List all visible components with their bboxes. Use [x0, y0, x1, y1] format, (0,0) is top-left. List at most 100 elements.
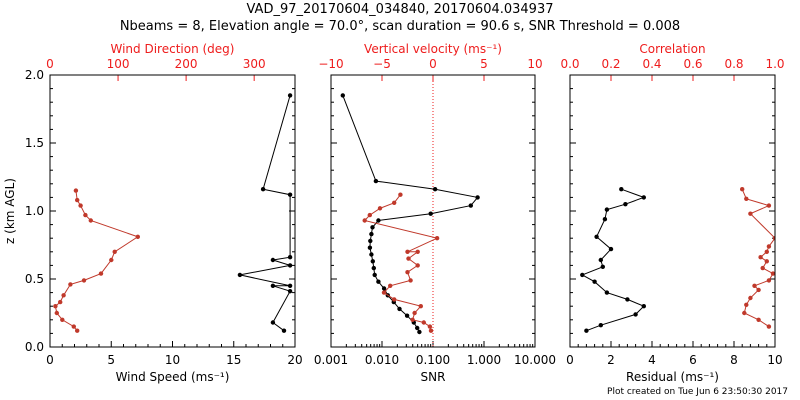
top-axis-title: Vertical velocity (ms⁻¹): [364, 42, 502, 56]
panel-snr: 0.001 0.010 0.100 1.000 10.000 SNR −10 −5 0 5 10 Ve…: [314, 42, 556, 384]
x-tick-label: 10: [165, 353, 180, 367]
red-data-point: [756, 287, 761, 293]
red-data-point: [748, 295, 753, 301]
red-data-point: [427, 324, 433, 329]
black-data-point: [594, 234, 599, 239]
figure-subtitle: Nbeams = 8, Elevation angle = 70.0°, sca…: [119, 19, 681, 34]
black-data-point: [287, 263, 293, 268]
black-data-point: [370, 225, 375, 230]
plot-created-note: Plot created on Tue Jun 6 23:50:30 2017: [607, 387, 788, 397]
red-data-point: [766, 324, 772, 329]
black-data-point: [633, 312, 638, 317]
black-data-point: [584, 328, 589, 333]
series-group: [580, 187, 775, 333]
red-data-point: [406, 256, 411, 261]
black-data-point: [381, 286, 387, 291]
y-tick-label: 1.0: [25, 204, 44, 218]
black-data-point: [602, 217, 608, 222]
x-tick-label: 10.000: [514, 353, 556, 367]
red-data-point: [770, 271, 775, 276]
panel-wind: 0 5 10 15 20 Wind Speed (ms⁻¹) 0 100 200 300 Wind …: [3, 42, 303, 384]
x-tick-label: 0.001: [314, 353, 348, 367]
x-tick-label: 0: [46, 353, 54, 367]
red-data-point: [135, 234, 140, 239]
red-data-point: [760, 265, 765, 271]
red-data-point: [742, 310, 747, 316]
black-data-point: [619, 187, 624, 192]
top-tick-label: 300: [243, 57, 266, 71]
red-data-point: [418, 304, 423, 309]
top-axis-title: Wind Direction (deg): [111, 42, 235, 56]
figure-title: VAD_97_20170604_034840, 20170604.034937: [246, 2, 554, 17]
black-data-point: [415, 325, 420, 331]
red-data-point: [434, 236, 440, 241]
red-data-point: [78, 203, 83, 208]
black-data-point: [376, 279, 381, 284]
x-tick-label: 20: [287, 353, 302, 367]
black-data-point: [287, 283, 293, 288]
red-data-point: [766, 278, 772, 283]
top-axis-title: Correlation: [639, 42, 705, 56]
red-data-point: [75, 328, 80, 333]
top-tick-label: 0: [46, 57, 54, 71]
top-tick-label: 200: [175, 57, 198, 71]
black-data-point: [604, 290, 610, 295]
red-data-point: [381, 290, 387, 295]
red-data-point: [61, 293, 66, 298]
red-data-point: [421, 320, 426, 325]
y-tick-label: 2.0: [25, 68, 44, 82]
red-data-point: [362, 218, 367, 223]
x-tick-label: 8: [730, 353, 738, 367]
series-group: [53, 93, 293, 333]
black-data-point: [641, 195, 646, 200]
red-data-point: [740, 187, 745, 192]
red-data-point: [764, 259, 769, 264]
black-data-point: [600, 264, 605, 269]
x-tick-label: 6: [689, 353, 697, 367]
red-data-point: [392, 297, 397, 302]
black-data-point: [287, 255, 293, 260]
red-data-point: [412, 310, 417, 316]
red-data-point: [748, 211, 753, 216]
black-data-point: [367, 245, 373, 250]
black-data-point: [373, 178, 379, 184]
x-tick-label: 15: [226, 353, 241, 367]
black-data-point: [369, 231, 374, 237]
black-data-point: [376, 218, 381, 223]
red-data-point: [377, 206, 383, 211]
top-tick-label: 5: [480, 57, 488, 71]
top-tick-label: 0.4: [642, 57, 661, 71]
red-data-point: [367, 212, 372, 218]
black-data-point: [623, 202, 628, 207]
top-tick-label: 0.0: [560, 57, 579, 71]
red-data-point: [766, 203, 772, 208]
black-data-point: [270, 283, 276, 288]
x-tick-label: 4: [648, 353, 656, 367]
red-data-point: [58, 299, 63, 305]
black-data-point: [475, 195, 480, 200]
black-data-point: [432, 187, 438, 192]
x-axis-title: Wind Speed (ms⁻¹): [116, 370, 230, 384]
top-tick-label: 1.0: [765, 57, 784, 71]
panel-frame: [569, 74, 776, 348]
top-tick-label: 0.8: [724, 57, 743, 71]
black-data-point: [237, 272, 243, 278]
x-tick-label: 10: [767, 353, 782, 367]
black-data-point: [340, 93, 345, 98]
red-data-point: [75, 197, 80, 203]
black-data-point: [428, 211, 433, 216]
black-data-point: [604, 207, 610, 212]
red-data-point: [405, 249, 410, 254]
black-data-point: [372, 272, 377, 278]
black-data-point: [369, 252, 374, 257]
red-data-point: [88, 218, 94, 223]
black-data-point: [580, 272, 585, 278]
red-data-point: [68, 282, 73, 287]
red-data-point: [772, 236, 775, 241]
red-data-point: [112, 249, 117, 254]
red-data-point: [398, 192, 403, 197]
black-data-point: [287, 93, 293, 98]
black-data-point: [404, 313, 410, 318]
red-data-point: [764, 249, 769, 254]
